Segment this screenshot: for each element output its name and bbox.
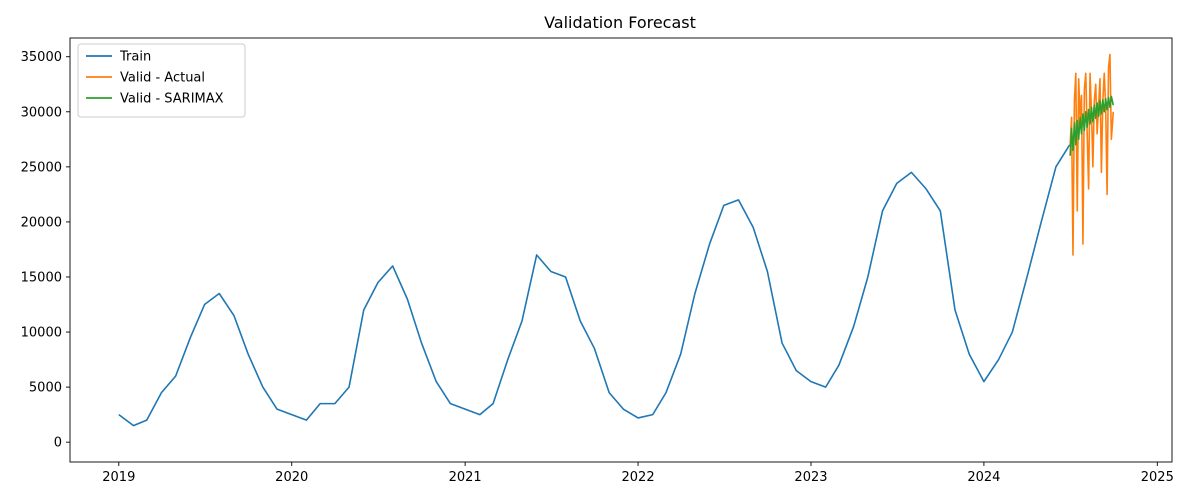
y-tick-label: 5000: [29, 381, 62, 396]
x-tick-label: 2019: [102, 470, 135, 485]
x-tick-label: 2025: [1141, 470, 1174, 485]
series-lines: [118, 53, 1115, 427]
y-tick-label: 15000: [21, 270, 62, 285]
y-tick-label: 25000: [21, 160, 62, 175]
series-line-2: [1069, 95, 1115, 156]
legend: Train Valid - Actual Valid - SARIMAX: [77, 43, 246, 118]
y-tick-label: 0: [54, 436, 62, 451]
series-line-0: [118, 144, 1071, 427]
plot-frame: [69, 37, 1173, 463]
y-tick-label: 30000: [21, 105, 62, 120]
y-tick-label: 10000: [21, 326, 62, 341]
legend-label-0: Train: [119, 50, 151, 65]
plot-area: [69, 37, 1173, 463]
y-tick-label: 20000: [21, 215, 62, 230]
x-tick-label: 2023: [794, 470, 827, 485]
x-axis: 2019 2020 2021 2022 2023 2024 2025: [102, 462, 1174, 485]
legend-label-2: Valid - SARIMAX: [120, 92, 224, 107]
x-tick-label: 2022: [622, 470, 655, 485]
x-tick-label: 2020: [275, 470, 308, 485]
series-line-1: [1069, 53, 1115, 256]
chart-title: Validation Forecast: [544, 13, 696, 32]
y-axis: 0 5000 10000 15000 20000 25000 30000 35000: [21, 50, 70, 451]
x-tick-label: 2021: [449, 470, 482, 485]
legend-box: [77, 43, 246, 118]
y-tick-label: 35000: [21, 50, 62, 65]
legend-label-1: Valid - Actual: [120, 71, 205, 86]
x-tick-label: 2024: [967, 470, 1000, 485]
